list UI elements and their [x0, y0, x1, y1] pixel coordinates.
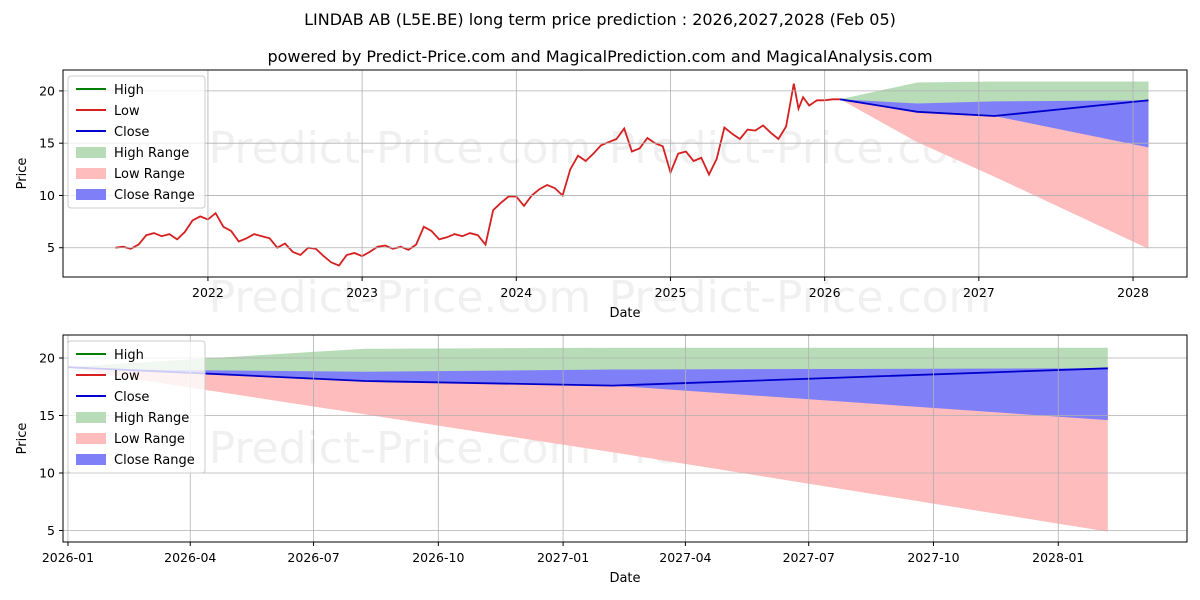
p0-legend-label-high_range: High Range [114, 146, 189, 161]
p1-close-range-band [68, 367, 1108, 421]
p1-y-tick-label: 5 [47, 523, 55, 538]
p0-watermark: Predict-Price.com [209, 123, 592, 174]
p0-y-tick-label: 5 [47, 240, 55, 255]
p1-legend-swatch-low_range [76, 433, 106, 444]
p1-x-tick-label: 2026-10 [412, 550, 464, 565]
p1-x-tick-label: 2026-04 [164, 550, 216, 565]
p0-x-tick-label: 2023 [346, 285, 378, 300]
chart-subtitle: powered by Predict-Price.com and Magical… [267, 47, 932, 66]
p1-y-tick-label: 10 [39, 466, 55, 481]
p1-y-axis-label: Price [15, 423, 30, 455]
p0-x-tick-label: 2022 [192, 285, 224, 300]
p1-legend-label-high_range: High Range [114, 411, 189, 426]
p1-legend-label-close: Close [114, 390, 149, 405]
p0-x-tick-label: 2028 [1117, 285, 1149, 300]
p1-x-tick-label: 2026-07 [287, 550, 339, 565]
p0-history-low-line [115, 83, 841, 267]
p0-legend-label-high: High [114, 83, 144, 98]
p0-x-tick-label: 2025 [655, 285, 687, 300]
p0-legend-swatch-high_range [76, 147, 106, 158]
top-panel: Predict-Price.com Predict-Price.com Predic… [15, 69, 1188, 323]
p1-x-axis-label: Date [609, 571, 640, 586]
p1-legend: High Low Close High Range Low Range Close Ran… [67, 340, 206, 474]
p0-close-line [839, 98, 1149, 117]
p1-x-tick-label: 2028-01 [1032, 550, 1084, 565]
p1-legend-label-close_range: Close Range [114, 453, 195, 468]
p0-legend-label-low: Low [114, 104, 140, 119]
p0-x-tick-label: 2026 [809, 285, 841, 300]
p0-legend-swatch-close_range [76, 189, 106, 200]
p1-low-range-band [68, 367, 1108, 532]
p0-x-axis-label: Date [609, 306, 640, 321]
p0-watermark: Predict-Price.com [209, 272, 592, 323]
p0-y-tick-label: 15 [39, 136, 55, 151]
p1-legend-label-high: High [114, 348, 144, 363]
p1-x-tick-label: 2027-01 [537, 550, 589, 565]
bottom-panel: Predict-Price.comPredict-Price.com2026-0… [15, 334, 1188, 586]
p0-legend-label-close_range: Close Range [114, 188, 195, 203]
p0-x-tick-label: 2027 [963, 285, 995, 300]
p1-y-tick-label: 15 [39, 408, 55, 423]
p0-plot-area [115, 81, 1149, 267]
p1-y-tick-label: 20 [39, 351, 55, 366]
p1-legend-swatch-close_range [76, 454, 106, 465]
p0-y-tick-label: 20 [39, 83, 55, 98]
p1-x-tick-label: 2027-10 [907, 550, 959, 565]
p1-legend-label-low_range: Low Range [114, 432, 185, 447]
p1-x-tick-label: 2026-01 [42, 550, 94, 565]
p0-x-tick-label: 2024 [500, 285, 532, 300]
p0-low-range-band [840, 99, 1149, 249]
p0-legend: High Low Close High Range Low Range Close Ran… [67, 75, 206, 209]
p1-legend-swatch-high_range [76, 412, 106, 423]
p1-x-tick-label: 2027-07 [783, 550, 835, 565]
p1-axes-frame [62, 334, 1188, 543]
p0-y-axis-label: Price [15, 158, 30, 190]
p0-legend-label-close: Close [114, 125, 149, 140]
p1-x-tick-label: 2027-04 [659, 550, 711, 565]
p0-legend-label-low_range: Low Range [114, 167, 185, 182]
p0-watermark: Predict-Price.com [609, 272, 992, 323]
p0-y-tick-label: 10 [39, 188, 55, 203]
p0-legend-swatch-low_range [76, 168, 106, 179]
p1-plot-area [67, 347, 1108, 532]
chart-title: LINDAB AB (L5E.BE) long term price predi… [304, 10, 896, 29]
p0-axes-frame [62, 69, 1188, 278]
p1-legend-label-low: Low [114, 369, 140, 384]
